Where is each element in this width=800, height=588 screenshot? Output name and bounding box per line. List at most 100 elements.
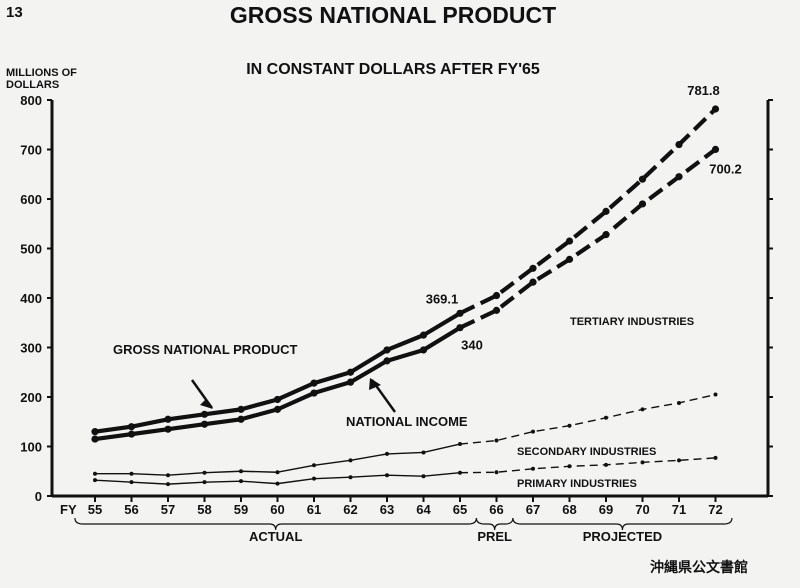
series-secondary-industries-point bbox=[422, 450, 426, 454]
series-gross-national-product-point bbox=[383, 346, 390, 353]
series-primary-industries-point bbox=[93, 478, 97, 482]
series-national-income-point bbox=[201, 421, 208, 428]
period-label: PROJECTED bbox=[583, 529, 662, 544]
data-label: 369.1 bbox=[426, 291, 459, 306]
x-tick-label: 70 bbox=[635, 502, 649, 517]
y-tick-label: 800 bbox=[20, 93, 42, 108]
series-national-income-point bbox=[128, 431, 135, 438]
series-secondary-industries-projected-line bbox=[460, 395, 716, 445]
series-gross-national-product-point bbox=[529, 265, 536, 272]
x-tick-label: 58 bbox=[197, 502, 211, 517]
series-national-income-point bbox=[237, 416, 244, 423]
series-primary-industries-point bbox=[495, 470, 499, 474]
series-gross-national-product-point bbox=[237, 406, 244, 413]
series-national-income-point bbox=[383, 357, 390, 364]
series-secondary-industries-point bbox=[641, 407, 645, 411]
series-gross-national-product-point bbox=[164, 416, 171, 423]
x-tick-label: 68 bbox=[562, 502, 576, 517]
series-gross-national-product-point bbox=[602, 208, 609, 215]
series-gross-national-product-projected-line bbox=[460, 109, 716, 313]
series-secondary-industries-point bbox=[531, 430, 535, 434]
series-national-income-point bbox=[274, 406, 281, 413]
series-national-income-point bbox=[91, 435, 98, 442]
series-gross-national-product-point bbox=[201, 411, 208, 418]
series-national-income-point bbox=[529, 279, 536, 286]
series-primary-industries-point bbox=[677, 458, 681, 462]
y-tick-label: 100 bbox=[20, 440, 42, 455]
chart-subtitle: IN CONSTANT DOLLARS AFTER FY'65 bbox=[246, 61, 540, 78]
series-national-income-point bbox=[712, 146, 719, 153]
period-label: PREL bbox=[477, 529, 512, 544]
x-tick-label: 57 bbox=[161, 502, 175, 517]
series-national-income-point bbox=[420, 346, 427, 353]
series-primary-industries-point bbox=[568, 464, 572, 468]
series-national-income-point bbox=[602, 231, 609, 238]
series-gross-national-product-point bbox=[347, 369, 354, 376]
series-secondary-industries-point bbox=[349, 458, 353, 462]
y-tick-label: 600 bbox=[20, 192, 42, 207]
series-primary-industries-point bbox=[385, 473, 389, 477]
series-primary-industries-point bbox=[422, 474, 426, 478]
series-primary-industries-point bbox=[166, 482, 170, 486]
series-primary-industries-point bbox=[130, 480, 134, 484]
series-gross-national-product-point bbox=[712, 105, 719, 112]
series-secondary-industries-point bbox=[714, 393, 718, 397]
series-primary-industries-point bbox=[714, 456, 718, 460]
x-tick-label: 55 bbox=[88, 502, 102, 517]
series-national-income-point bbox=[566, 256, 573, 263]
series-secondary-industries-point bbox=[568, 424, 572, 428]
x-tick-label: 67 bbox=[526, 502, 540, 517]
series-secondary-industries-point bbox=[385, 452, 389, 456]
y-tick-label: 700 bbox=[20, 143, 42, 158]
series-secondary-industries-point bbox=[203, 471, 207, 475]
x-tick-label: 65 bbox=[453, 502, 467, 517]
y-axis-label-line1: MILLIONS OF bbox=[6, 67, 77, 79]
series-secondary-industries-point bbox=[93, 472, 97, 476]
series-national-income-point bbox=[493, 307, 500, 314]
series-label-gnp: GROSS NATIONAL PRODUCT bbox=[113, 342, 297, 357]
x-axis-prefix: FY bbox=[60, 502, 77, 517]
series-label-secondary: SECONDARY INDUSTRIES bbox=[517, 446, 656, 458]
y-tick-label: 500 bbox=[20, 242, 42, 257]
data-label: 340 bbox=[461, 338, 483, 353]
series-gross-national-product-point bbox=[420, 332, 427, 339]
series-national-income-point bbox=[164, 426, 171, 433]
series-secondary-industries-point bbox=[458, 442, 462, 446]
series-gross-national-product-point bbox=[493, 292, 500, 299]
series-national-income-point bbox=[675, 173, 682, 180]
series-label-primary: PRIMARY INDUSTRIES bbox=[517, 478, 637, 490]
series-primary-industries-point bbox=[641, 460, 645, 464]
series-gross-national-product-point bbox=[675, 141, 682, 148]
region-label-tertiary: TERTIARY INDUSTRIES bbox=[570, 316, 694, 328]
series-secondary-industries-point bbox=[166, 473, 170, 477]
series-secondary-industries-point bbox=[677, 401, 681, 405]
series-secondary-industries-point bbox=[312, 463, 316, 467]
series-secondary-industries-point bbox=[495, 439, 499, 443]
series-secondary-industries-point bbox=[239, 469, 243, 473]
data-label: 781.8 bbox=[687, 83, 720, 98]
series-primary-industries-point bbox=[276, 482, 280, 486]
x-tick-label: 64 bbox=[416, 502, 431, 517]
x-tick-label: 63 bbox=[380, 502, 394, 517]
series-gross-national-product-point bbox=[274, 396, 281, 403]
series-national-income-point bbox=[347, 379, 354, 386]
series-gross-national-product-point bbox=[310, 380, 317, 387]
chart-title: GROSS NATIONAL PRODUCT bbox=[230, 2, 556, 28]
series-label-national-income: NATIONAL INCOME bbox=[346, 414, 468, 429]
series-primary-industries-point bbox=[312, 477, 316, 481]
series-primary-industries-point bbox=[349, 475, 353, 479]
x-tick-label: 69 bbox=[599, 502, 613, 517]
series-gross-national-product-point bbox=[128, 423, 135, 430]
archive-stamp: 沖縄県公文書館 bbox=[650, 559, 748, 575]
x-tick-label: 62 bbox=[343, 502, 357, 517]
y-tick-label: 0 bbox=[35, 489, 42, 504]
y-tick-label: 200 bbox=[20, 390, 42, 405]
series-gross-national-product-point bbox=[639, 176, 646, 183]
series-primary-industries-point bbox=[604, 463, 608, 467]
series-national-income-point bbox=[456, 324, 463, 331]
x-tick-label: 56 bbox=[124, 502, 138, 517]
x-tick-label: 59 bbox=[234, 502, 248, 517]
series-primary-industries-point bbox=[203, 480, 207, 484]
